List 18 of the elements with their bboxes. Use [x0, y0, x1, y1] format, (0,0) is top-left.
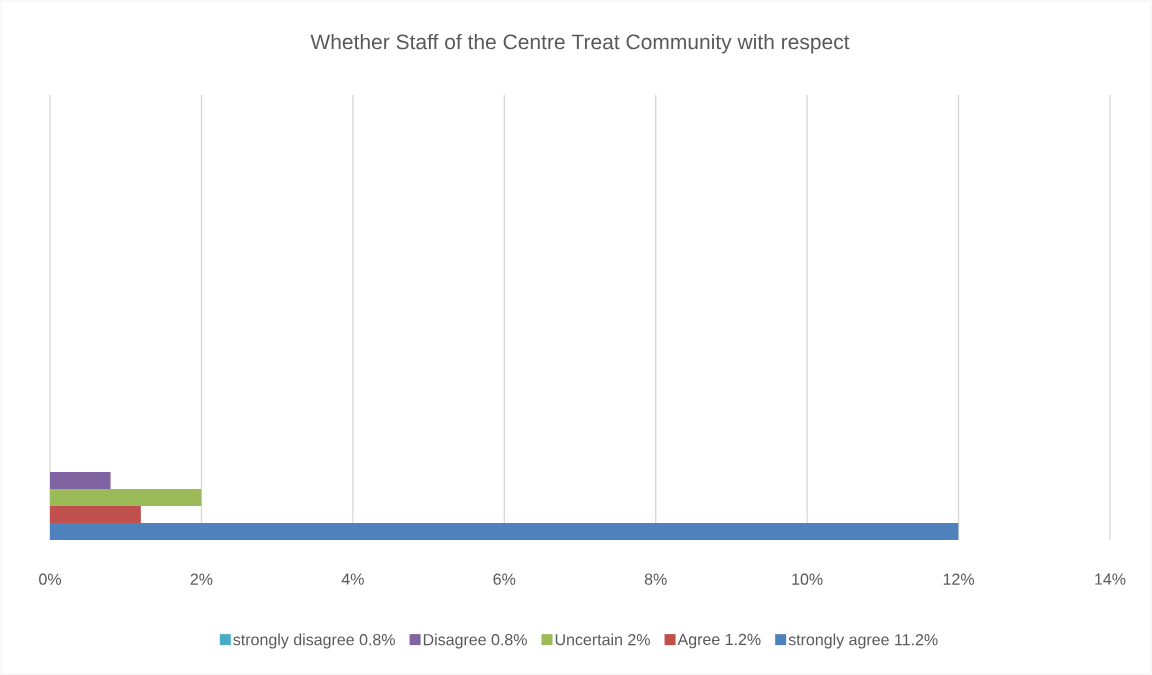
- legend-label: Agree 1.2%: [677, 633, 761, 649]
- x-tick-label: 8%: [644, 573, 667, 585]
- x-tick-label: 10%: [792, 573, 823, 585]
- legend-label: strongly disagree 0.8%: [233, 633, 395, 649]
- legend-label: strongly agree 11.2%: [788, 633, 938, 649]
- x-tick-label: 2%: [190, 573, 213, 585]
- x-tick-label: 4%: [341, 573, 364, 585]
- chart-title: Whether Staff of the Centre Treat Community with respect: [310, 33, 850, 54]
- x-tick-label: 0%: [39, 573, 62, 585]
- bar: [50, 472, 111, 490]
- legend-label: Uncertain 2%: [555, 633, 650, 646]
- x-tick-label: 14%: [1095, 573, 1126, 585]
- bar: [50, 523, 959, 540]
- bar: [50, 506, 141, 523]
- x-tick-label: 6%: [493, 573, 516, 585]
- x-tick-label: 12%: [943, 573, 975, 585]
- legend-label: Disagree 0.8%: [423, 633, 527, 649]
- bar: [50, 489, 202, 507]
